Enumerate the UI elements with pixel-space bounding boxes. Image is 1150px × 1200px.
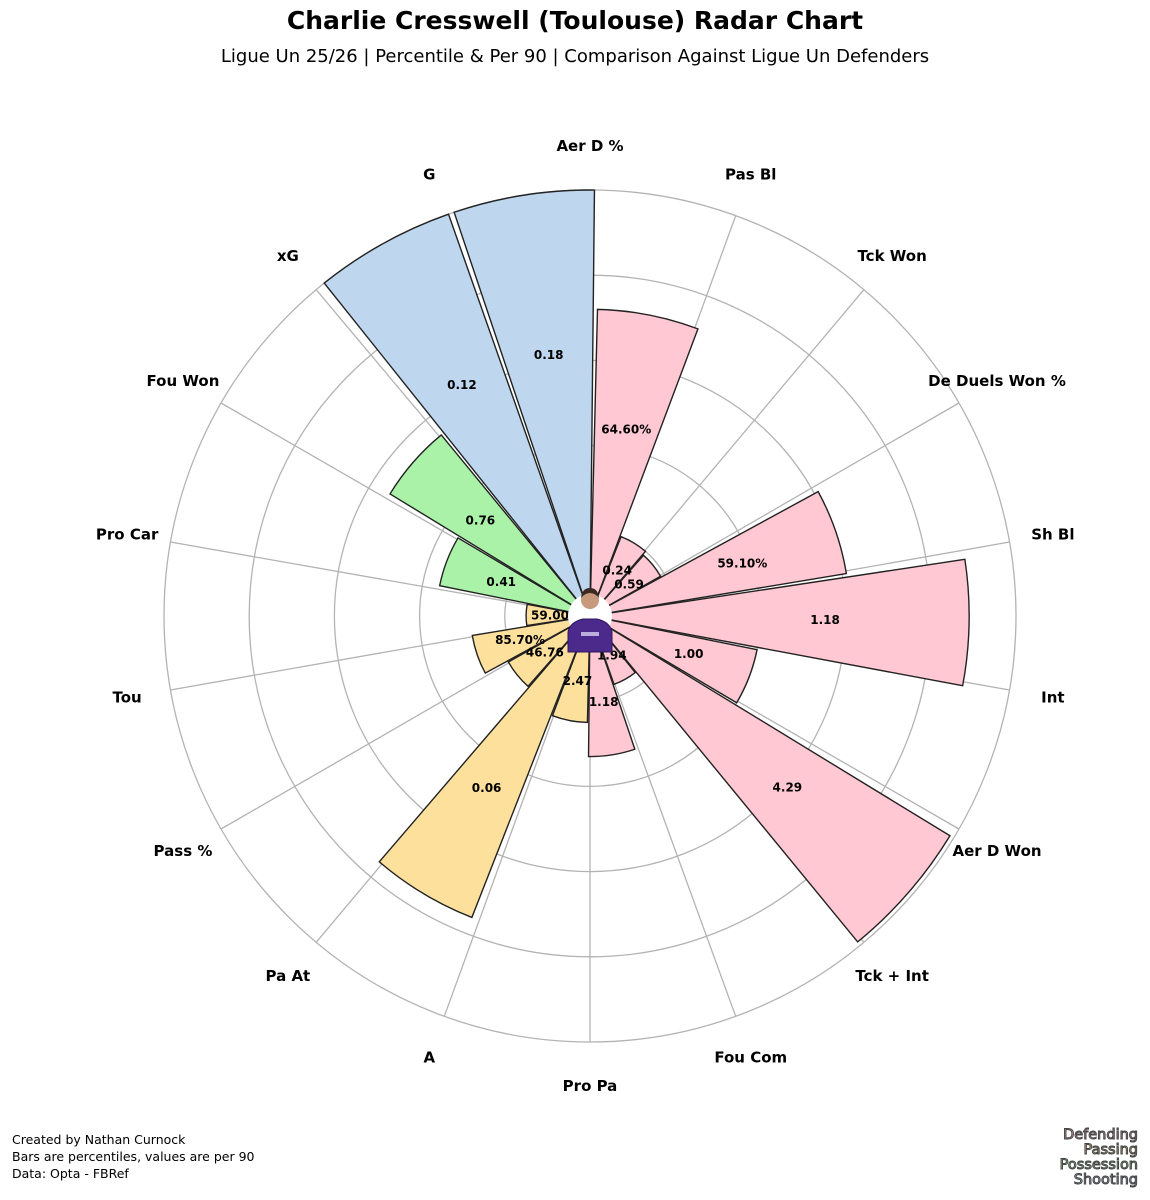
value-label-pro-pa: 2.47 <box>563 674 593 688</box>
legend-item-defending: Defending <box>1063 1127 1139 1143</box>
value-label-pa-at: 46.76 <box>526 646 564 660</box>
bar-tck-won <box>589 554 662 617</box>
legend-item-shooting: Shooting <box>1073 1172 1138 1188</box>
bar-pas-bl <box>589 535 647 617</box>
category-label-pass-: Pass % <box>154 842 213 860</box>
bar-de-duels-won- <box>589 490 848 617</box>
bar-g <box>453 189 596 617</box>
footer-note: Bars are percentiles, values are per 90 <box>12 1149 255 1164</box>
chart-title: Charlie Cresswell (Toulouse) Radar Chart <box>286 6 864 35</box>
radar-bars <box>323 189 970 943</box>
value-label-fou-won: 0.76 <box>466 514 496 528</box>
group-legend: Defending Passing Possession Shooting <box>1059 1127 1139 1188</box>
category-label-aer-d-: Aer D % <box>556 137 623 155</box>
bar-xg <box>323 213 591 617</box>
category-label-xg: xG <box>277 247 299 265</box>
category-label-pro-car: Pro Car <box>96 525 159 543</box>
value-label-a: 0.06 <box>472 781 502 795</box>
value-label-sh-bl: 1.18 <box>810 613 840 627</box>
legend-item-possession: Possession <box>1059 1157 1138 1173</box>
category-label-tou: Tou <box>113 689 142 707</box>
radar-value-labels: 64.60%0.240.5959.10%1.181.004.291.941.18… <box>447 348 840 795</box>
category-label-pas-bl: Pas Bl <box>725 165 776 183</box>
category-label-fou-won: Fou Won <box>147 372 220 390</box>
value-label-int: 1.00 <box>674 647 704 661</box>
value-label-pro-car: 0.41 <box>486 575 516 589</box>
value-label-de-duels-won-: 59.10% <box>717 557 767 571</box>
category-label-aer-d-won: Aer D Won <box>952 842 1041 860</box>
category-label-g: G <box>423 165 435 183</box>
bar-aer-d-won <box>589 615 951 943</box>
value-label-g: 0.18 <box>534 348 564 362</box>
value-label-aer-d-: 64.60% <box>601 422 651 436</box>
category-label-a: A <box>423 1049 435 1067</box>
bar-aer-d- <box>589 308 699 617</box>
value-label-xg: 0.12 <box>447 378 477 392</box>
radar-category-labels: Aer D % Pas Bl Tck Won De Duels Won % Sh Bl I… <box>96 137 1075 1095</box>
bar-int <box>589 615 758 704</box>
bar-sh-bl <box>589 558 970 687</box>
footer-source: Data: Opta - FBRef <box>12 1166 129 1181</box>
footer-credits: Created by Nathan Curnock Bars are perce… <box>12 1131 254 1182</box>
bar-pass- <box>471 615 591 675</box>
chart-subtitle: Ligue Un 25/26 | Percentile & Per 90 | C… <box>220 46 930 67</box>
value-label-aer-d-won: 4.29 <box>773 781 803 795</box>
category-label-pro-pa: Pro Pa <box>563 1077 618 1095</box>
bar-fou-won <box>389 433 591 617</box>
category-label-fou-com: Fou Com <box>714 1049 787 1067</box>
category-label-pa-at: Pa At <box>266 967 311 985</box>
category-label-int: Int <box>1041 689 1064 707</box>
player-avatar <box>567 588 613 653</box>
bar-tou <box>525 603 591 627</box>
legend-item-passing: Passing <box>1083 1142 1139 1158</box>
value-label-pass-: 85.70% <box>495 633 545 647</box>
value-label-pas-bl: 0.24 <box>602 564 632 578</box>
value-label-tou: 59.00 <box>531 608 569 622</box>
category-label-tck-won: Tck Won <box>857 247 926 265</box>
bar-pro-car <box>438 536 591 617</box>
footer-created-by: Created by Nathan Curnock <box>12 1132 186 1147</box>
bar-a <box>378 615 591 919</box>
value-label-tck-won: 0.59 <box>614 577 644 591</box>
category-label-tck-int: Tck + Int <box>855 967 929 985</box>
value-label-fou-com: 1.18 <box>589 695 619 709</box>
category-label-de-duels-won-: De Duels Won % <box>928 372 1066 390</box>
grid-spoke <box>170 541 591 617</box>
category-label-sh-bl: Sh Bl <box>1031 525 1074 543</box>
